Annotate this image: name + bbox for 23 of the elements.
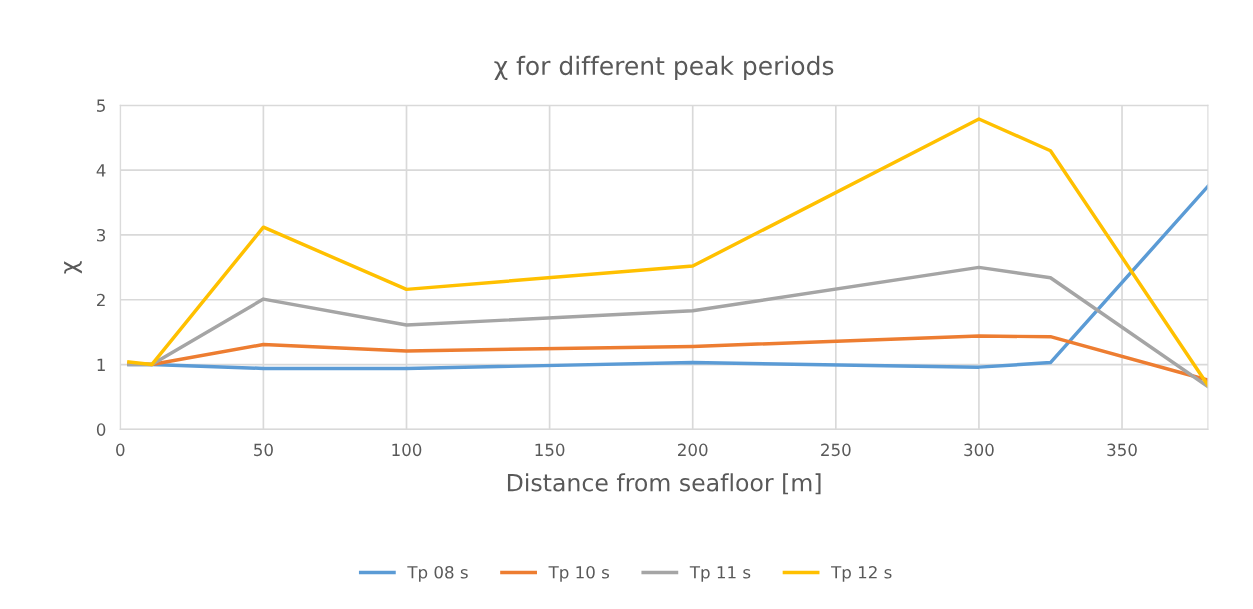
legend-label: Tp 11 s: [689, 566, 751, 582]
x-tick-label: 0: [116, 443, 125, 457]
x-axis-title: Distance from seafloor [m]: [507, 473, 821, 495]
x-tick-label: 350: [1107, 443, 1137, 457]
legend-label: Tp 12 s: [831, 565, 892, 582]
y-axis-title: χ: [64, 261, 82, 274]
x-tick-label: 100: [392, 443, 422, 457]
legend-label: Tp 08 s: [407, 565, 468, 582]
y-tick-label: 2: [97, 293, 105, 307]
chart-title: χ for different peak periods: [494, 55, 834, 81]
line-series: [127, 265, 1208, 389]
y-tick-label: 1: [97, 358, 105, 371]
x-tick-label: 150: [535, 443, 565, 457]
x-tick-label: 250: [821, 443, 851, 457]
x-tick-label: 300: [964, 443, 994, 457]
x-tick-label: 200: [678, 443, 708, 457]
line-series: [127, 117, 1208, 388]
y-tick-label: 5: [97, 99, 105, 112]
y-tick-label: 0: [96, 423, 106, 436]
y-tick-label: 3: [97, 228, 106, 242]
x-tick-label: 50: [254, 443, 273, 457]
y-tick-label: 4: [96, 164, 106, 177]
legend-label: Tp 10 s: [548, 565, 610, 582]
